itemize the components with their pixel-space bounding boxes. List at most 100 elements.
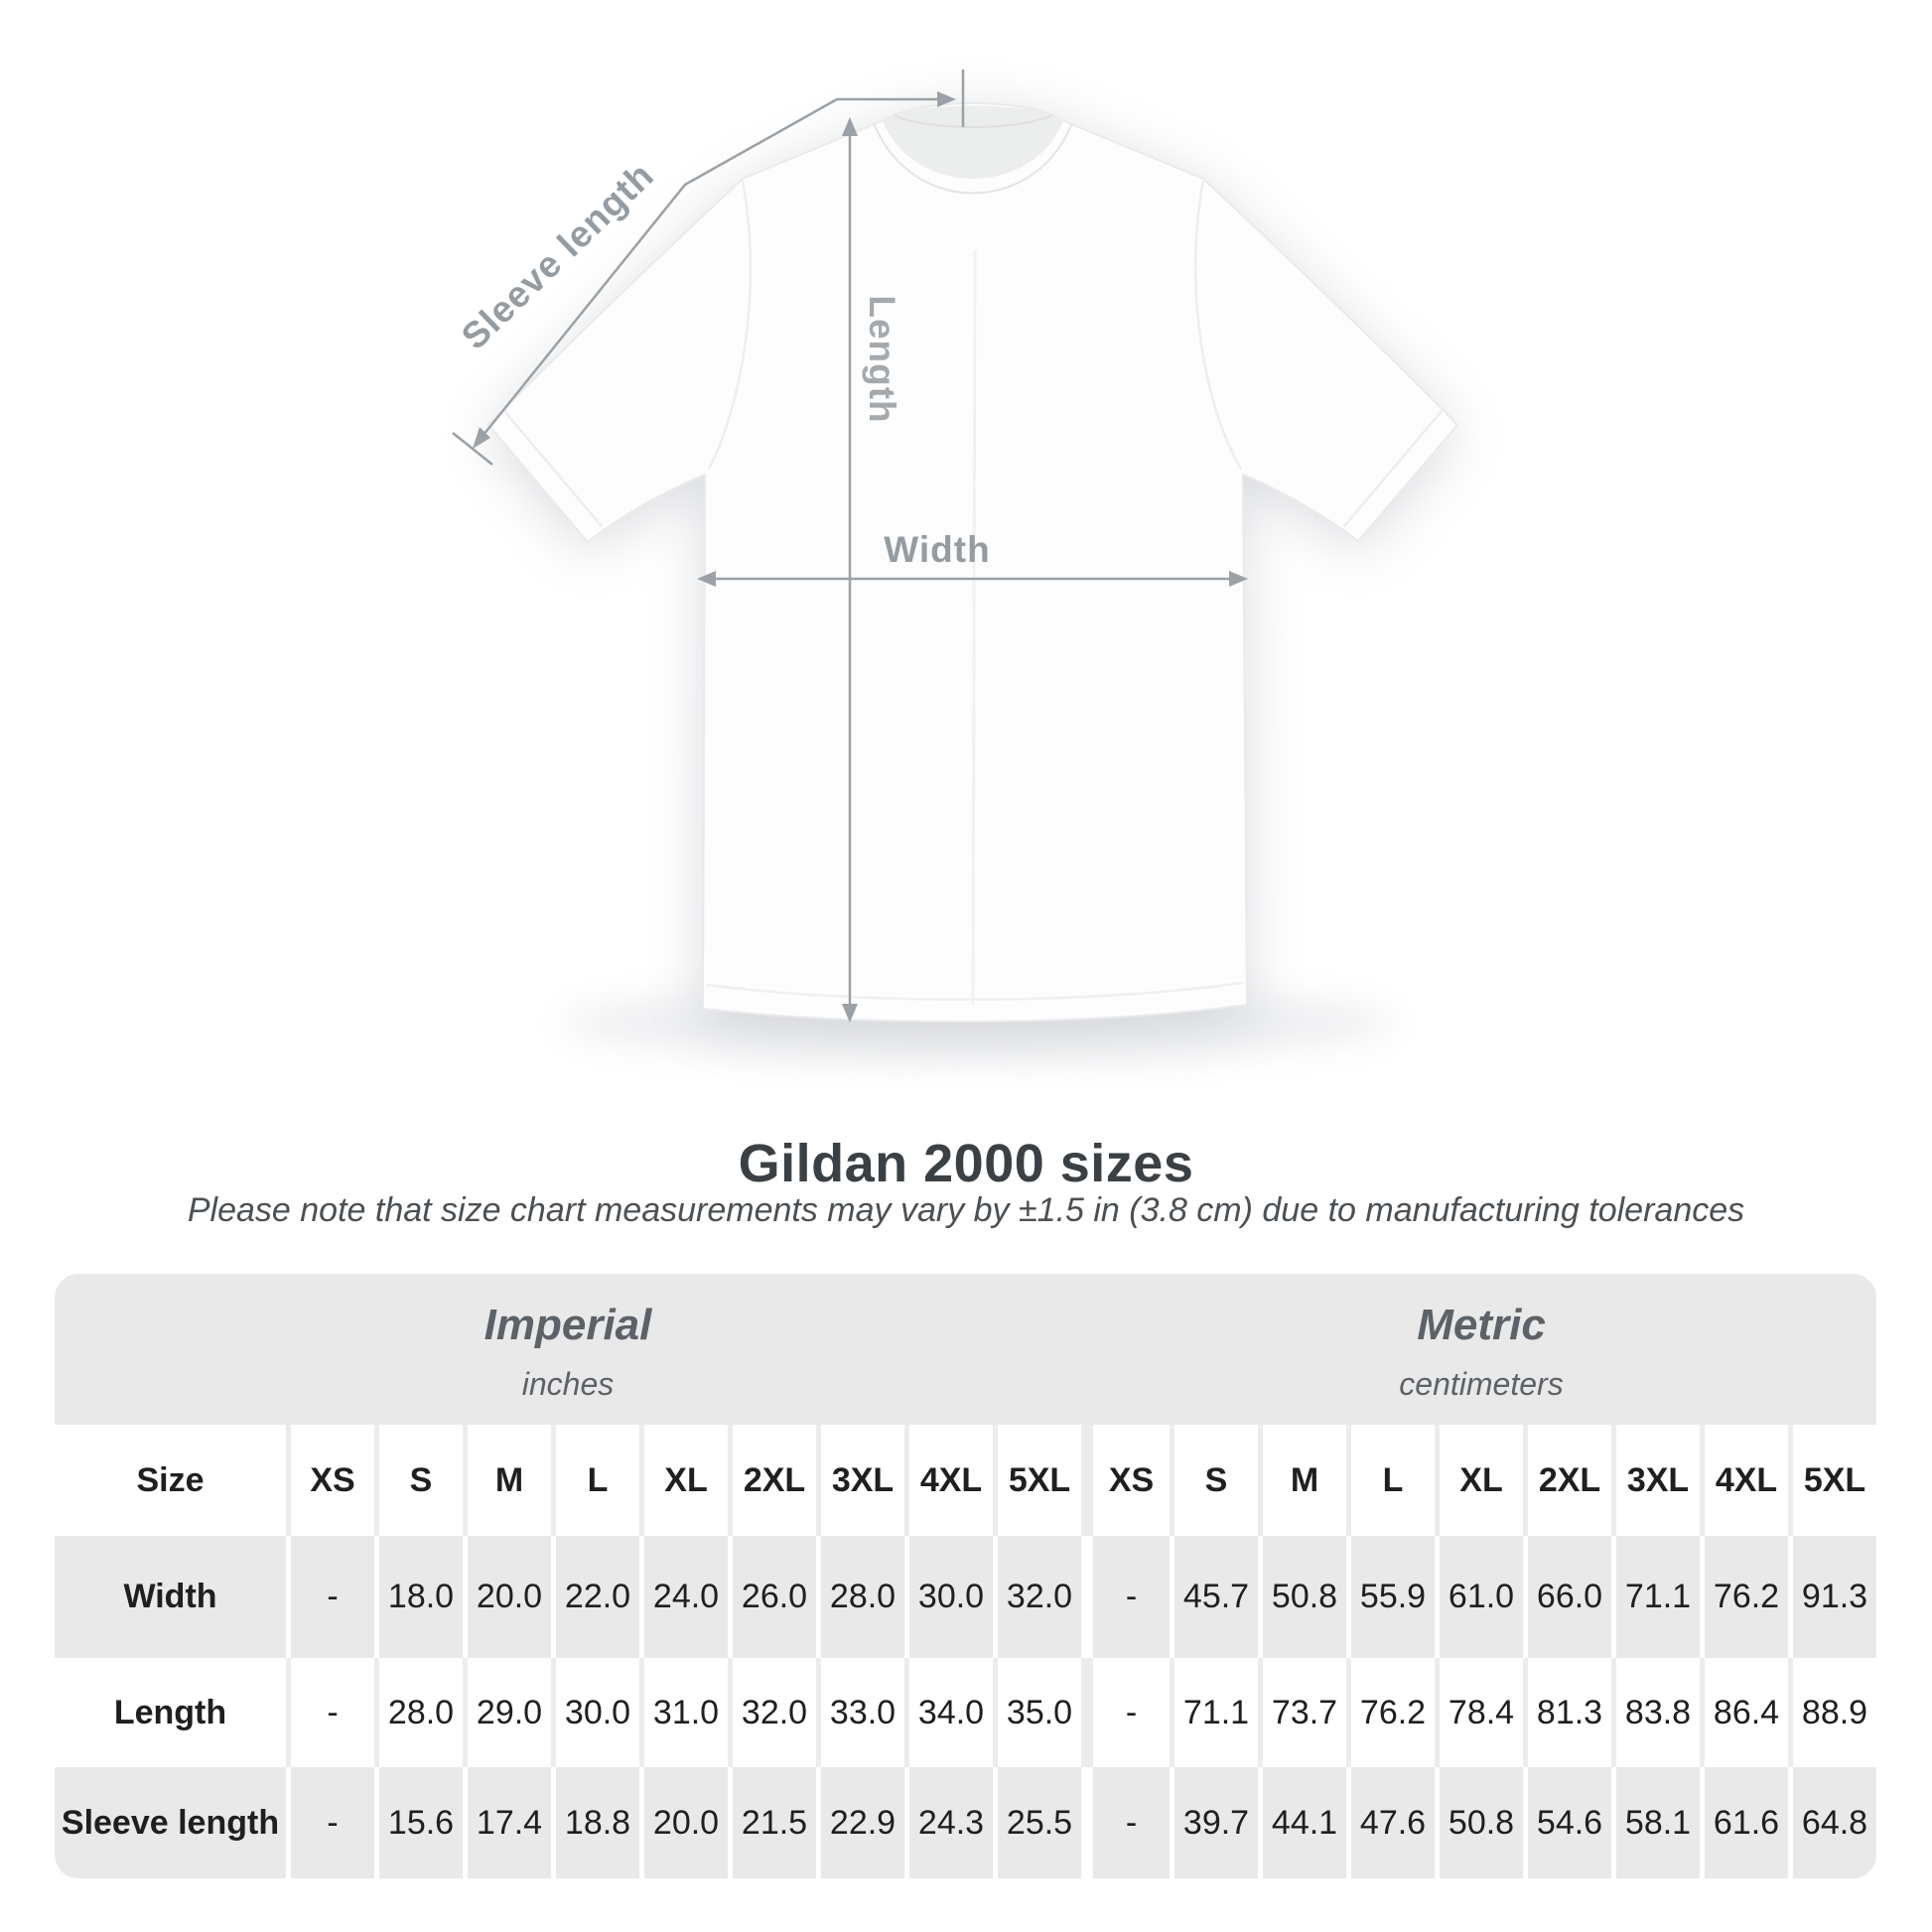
value-cell: 54.6 — [1528, 1767, 1611, 1878]
value-cell: 44.1 — [1263, 1767, 1346, 1878]
value-cell: - — [1086, 1658, 1170, 1767]
value-cell: 50.8 — [1263, 1536, 1346, 1658]
value-cell: 26.0 — [733, 1536, 816, 1658]
value-cell: 64.8 — [1793, 1767, 1876, 1878]
row-label-sleeve-length: Sleeve length — [55, 1767, 286, 1878]
value-cell: 30.0 — [556, 1658, 639, 1767]
width-arrow — [697, 571, 1248, 587]
value-cell: 24.3 — [909, 1767, 993, 1878]
value-cell: 32.0 — [998, 1536, 1081, 1658]
value-cell: 76.2 — [1351, 1658, 1435, 1767]
size-column-header: 4XL — [1705, 1425, 1788, 1536]
size-column-header: XL — [1440, 1425, 1523, 1536]
value-cell: 25.5 — [998, 1767, 1081, 1878]
width-label: Width — [884, 529, 991, 570]
tshirt-collar — [873, 105, 1073, 195]
value-cell: 39.7 — [1174, 1767, 1258, 1878]
imperial-unit-label: inches — [521, 1365, 615, 1402]
value-cell: 18.0 — [379, 1536, 463, 1658]
value-cell: 20.0 — [468, 1536, 551, 1658]
value-cell: 28.0 — [821, 1536, 904, 1658]
value-cell: 71.1 — [1174, 1658, 1258, 1767]
size-column-header: L — [1351, 1425, 1435, 1536]
value-cell: 20.0 — [644, 1767, 728, 1878]
size-column-header: M — [468, 1425, 551, 1536]
sleeve-length-arrow — [452, 97, 838, 466]
table-row-length: Length -28.0 29.0 30.0 31.0 32.0 33.0 34.0 35.0… — [55, 1658, 1876, 1767]
table-row-sleeve-length: Sleeve length -15.6 17.4 18.8 20.0 21.5 22.9 2… — [55, 1767, 1876, 1878]
value-cell: 15.6 — [379, 1767, 463, 1878]
value-cell: 32.0 — [733, 1658, 816, 1767]
size-column-header: 4XL — [909, 1425, 993, 1536]
value-cell: 66.0 — [1528, 1536, 1611, 1658]
size-column-header: 5XL — [1793, 1425, 1876, 1536]
value-cell: 47.6 — [1351, 1767, 1435, 1878]
value-cell: 78.4 — [1440, 1658, 1523, 1767]
imperial-title: Imperial — [483, 1300, 652, 1349]
size-column-header: 2XL — [733, 1425, 816, 1536]
row-label-length: Length — [55, 1658, 286, 1767]
value-cell: 58.1 — [1616, 1767, 1700, 1878]
value-cell: 24.0 — [644, 1536, 728, 1658]
value-cell: 22.9 — [821, 1767, 904, 1878]
value-cell: 50.8 — [1440, 1767, 1523, 1878]
value-cell: 33.0 — [821, 1658, 904, 1767]
value-cell: 73.7 — [1263, 1658, 1346, 1767]
value-cell: 29.0 — [468, 1658, 551, 1767]
tolerance-note: Please note that size chart measurements… — [187, 1191, 1745, 1229]
size-column-header: 3XL — [1616, 1425, 1700, 1536]
value-cell: 86.4 — [1705, 1658, 1788, 1767]
value-cell: 61.0 — [1440, 1536, 1523, 1658]
size-column-header: 3XL — [821, 1425, 904, 1536]
tshirt-seams — [503, 180, 1443, 1006]
length-label: Length — [862, 295, 902, 424]
page-title: Gildan 2000 sizes — [738, 1134, 1194, 1193]
size-column-header: XS — [291, 1425, 374, 1536]
value-cell: 61.6 — [1705, 1767, 1788, 1878]
value-cell: 30.0 — [909, 1536, 993, 1658]
value-cell: 21.5 — [733, 1767, 816, 1878]
size-header-cell: Size — [55, 1425, 286, 1536]
metric-unit-label: centimeters — [1399, 1365, 1564, 1402]
size-column-header: S — [379, 1425, 463, 1536]
row-label-width: Width — [55, 1536, 286, 1658]
size-column-header: S — [1174, 1425, 1258, 1536]
table-header-row: Size XS S M L XL 2XL 3XL 4XL 5XL XS S M L XL 2XL 3XL 4XL… — [55, 1425, 1876, 1536]
length-arrow — [842, 117, 858, 1023]
value-cell: 28.0 — [379, 1658, 463, 1767]
value-cell: 35.0 — [998, 1658, 1081, 1767]
value-cell: 71.1 — [1616, 1536, 1700, 1658]
metric-unit-group: Metric centimeters — [1086, 1274, 1876, 1425]
value-cell: - — [291, 1536, 374, 1658]
value-cell: - — [291, 1767, 374, 1878]
metric-title: Metric — [1417, 1300, 1546, 1349]
value-cell: 76.2 — [1705, 1536, 1788, 1658]
size-column-header: L — [556, 1425, 639, 1536]
value-cell: 18.8 — [556, 1767, 639, 1878]
size-column-header: XS — [1086, 1425, 1170, 1536]
units-band: Imperial inches Metric centimeters — [55, 1274, 1876, 1425]
size-table: Imperial inches Metric centimeters Size … — [55, 1274, 1876, 1878]
tshirt-graphic — [452, 69, 1459, 1058]
value-cell: 91.3 — [1793, 1536, 1876, 1658]
value-cell: 34.0 — [909, 1658, 993, 1767]
size-column-header: 2XL — [1528, 1425, 1611, 1536]
value-cell: 83.8 — [1616, 1658, 1700, 1767]
value-cell: 45.7 — [1174, 1536, 1258, 1658]
value-cell: 31.0 — [644, 1658, 728, 1767]
size-column-header: 5XL — [998, 1425, 1081, 1536]
size-column-header: XL — [644, 1425, 728, 1536]
value-cell: 17.4 — [468, 1767, 551, 1878]
shoulder-reference-line — [837, 69, 965, 127]
value-cell: 81.3 — [1528, 1658, 1611, 1767]
value-cell: - — [291, 1658, 374, 1767]
value-cell: 55.9 — [1351, 1536, 1435, 1658]
table-row-width: Width -18.0 20.0 22.0 24.0 26.0 28.0 30.0 32.0-… — [55, 1536, 1876, 1658]
imperial-unit-group: Imperial inches — [55, 1274, 1081, 1425]
value-cell: 22.0 — [556, 1536, 639, 1658]
size-column-header: M — [1263, 1425, 1346, 1536]
value-cell: 88.9 — [1793, 1658, 1876, 1767]
value-cell: - — [1086, 1767, 1170, 1878]
value-cell: - — [1086, 1536, 1170, 1658]
